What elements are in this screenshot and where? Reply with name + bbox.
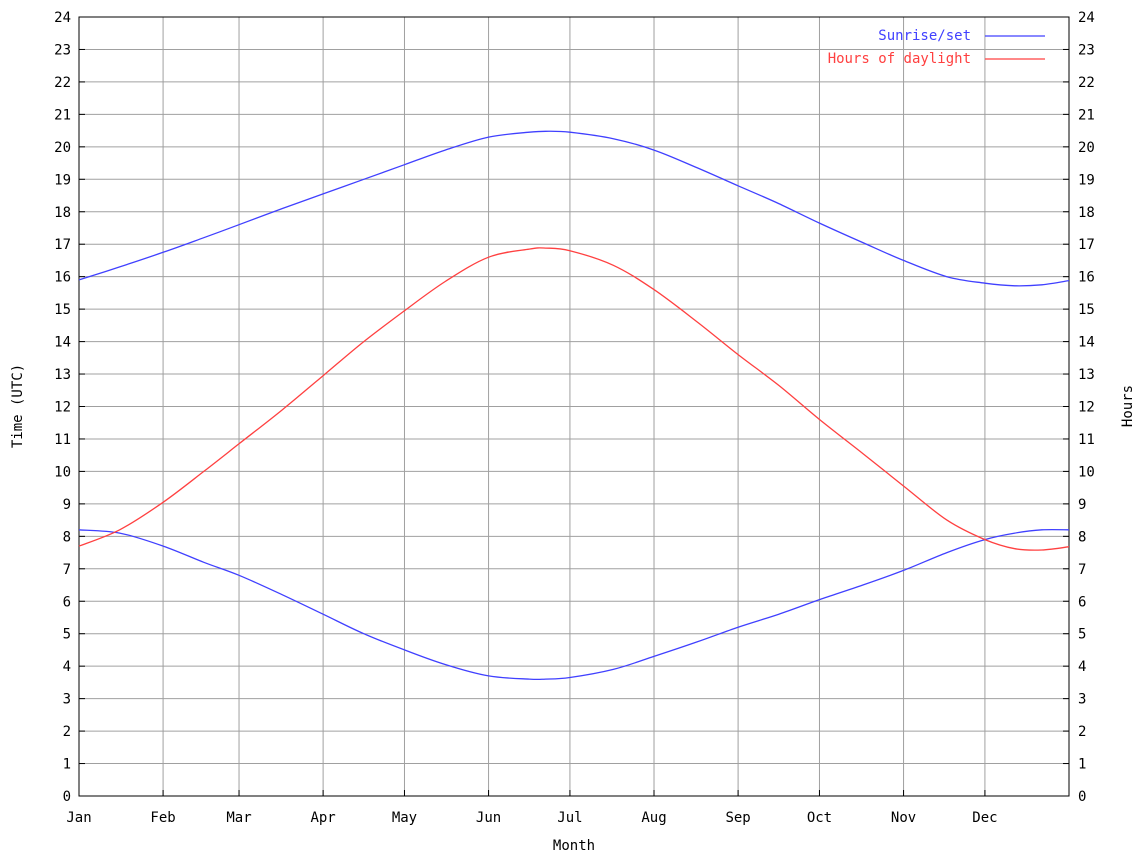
x-axis-label: Month — [553, 838, 595, 854]
y2-tick-label: 15 — [1078, 302, 1095, 318]
y-tick-label: 13 — [54, 367, 71, 383]
x-tick-label: Aug — [641, 810, 666, 826]
y2-tick-label: 10 — [1078, 464, 1095, 480]
y-tick-label: 3 — [63, 692, 71, 708]
y-tick-label: 14 — [54, 335, 71, 351]
y2-tick-label: 11 — [1078, 432, 1095, 448]
y-tick-label: 5 — [63, 627, 71, 643]
y-tick-label: 4 — [63, 659, 71, 675]
y2-tick-label: 9 — [1078, 497, 1086, 513]
legend: Sunrise/set Hours of daylight — [828, 28, 1045, 67]
y2-tick-label: 3 — [1078, 692, 1086, 708]
y2-tick-label: 2 — [1078, 724, 1086, 740]
y2-tick-label: 24 — [1078, 10, 1095, 26]
x-tick-label: Apr — [310, 810, 335, 826]
y2-tick-label: 17 — [1078, 237, 1095, 253]
x-tick-label: May — [392, 810, 417, 826]
y2-tick-label: 7 — [1078, 562, 1086, 578]
y-tick-label: 18 — [54, 205, 71, 221]
y2-tick-label: 5 — [1078, 627, 1086, 643]
y2-tick-label: 20 — [1078, 140, 1095, 156]
sunset-line — [78, 130, 1070, 287]
y2-tick-label: 0 — [1078, 789, 1086, 805]
y2-tick-label: 16 — [1078, 270, 1095, 286]
y2-tick-label: 14 — [1078, 335, 1095, 351]
y2-tick-label: 22 — [1078, 75, 1095, 91]
y2-tick-label: 18 — [1078, 205, 1095, 221]
y2-tick-label: 19 — [1078, 172, 1095, 188]
x-tick-label: Sep — [725, 810, 750, 826]
y-tick-label: 12 — [54, 400, 71, 416]
y2-tick-label: 13 — [1078, 367, 1095, 383]
x-tick-label: Feb — [150, 810, 175, 826]
x-tick-label: Oct — [807, 810, 832, 826]
x-tick-label: Jun — [476, 810, 501, 826]
y-tick-label: 23 — [54, 42, 71, 58]
y-tick-label: 17 — [54, 237, 71, 253]
legend-label: Sunrise/set — [878, 28, 971, 44]
legend-label: Hours of daylight — [828, 51, 971, 67]
y-tick-label: 16 — [54, 270, 71, 286]
y-tick-label: 20 — [54, 140, 71, 156]
x-tick-label: Jul — [557, 810, 582, 826]
x-tick-label: Dec — [972, 810, 997, 826]
y-tick-label: 7 — [63, 562, 71, 578]
y-tick-label: 22 — [54, 75, 71, 91]
y-tick-label: 24 — [54, 10, 71, 26]
y2-tick-label: 23 — [1078, 42, 1095, 58]
y2-tick-label: 8 — [1078, 529, 1086, 545]
y2-tick-label: 21 — [1078, 107, 1095, 123]
y-tick-label: 1 — [63, 757, 71, 773]
y-tick-label: 19 — [54, 172, 71, 188]
sunrise-line — [78, 528, 1070, 681]
y2-tick-label: 6 — [1078, 594, 1086, 610]
x-tick-label: Jan — [66, 810, 91, 826]
y2-tick-label: 4 — [1078, 659, 1086, 675]
x-tick-label: Mar — [226, 810, 251, 826]
y-tick-label: 8 — [63, 529, 71, 545]
y-tick-label: 10 — [54, 464, 71, 480]
series-lines — [78, 130, 1070, 681]
y-tick-label: 21 — [54, 107, 71, 123]
daylight-line — [78, 247, 1070, 551]
y2-axis-label: Hours — [1120, 385, 1135, 427]
y-tick-label: 11 — [54, 432, 71, 448]
y-tick-label: 6 — [63, 594, 71, 610]
grid-lines — [79, 17, 1069, 796]
y-tick-label: 9 — [63, 497, 71, 513]
y2-tick-label: 12 — [1078, 400, 1095, 416]
y-tick-label: 2 — [63, 724, 71, 740]
y-tick-label: 0 — [63, 789, 71, 805]
y2-tick-label: 1 — [1078, 757, 1086, 773]
y-tick-label: 15 — [54, 302, 71, 318]
y-axis-label: Time (UTC) — [10, 364, 26, 448]
x-tick-label: Nov — [891, 810, 916, 826]
